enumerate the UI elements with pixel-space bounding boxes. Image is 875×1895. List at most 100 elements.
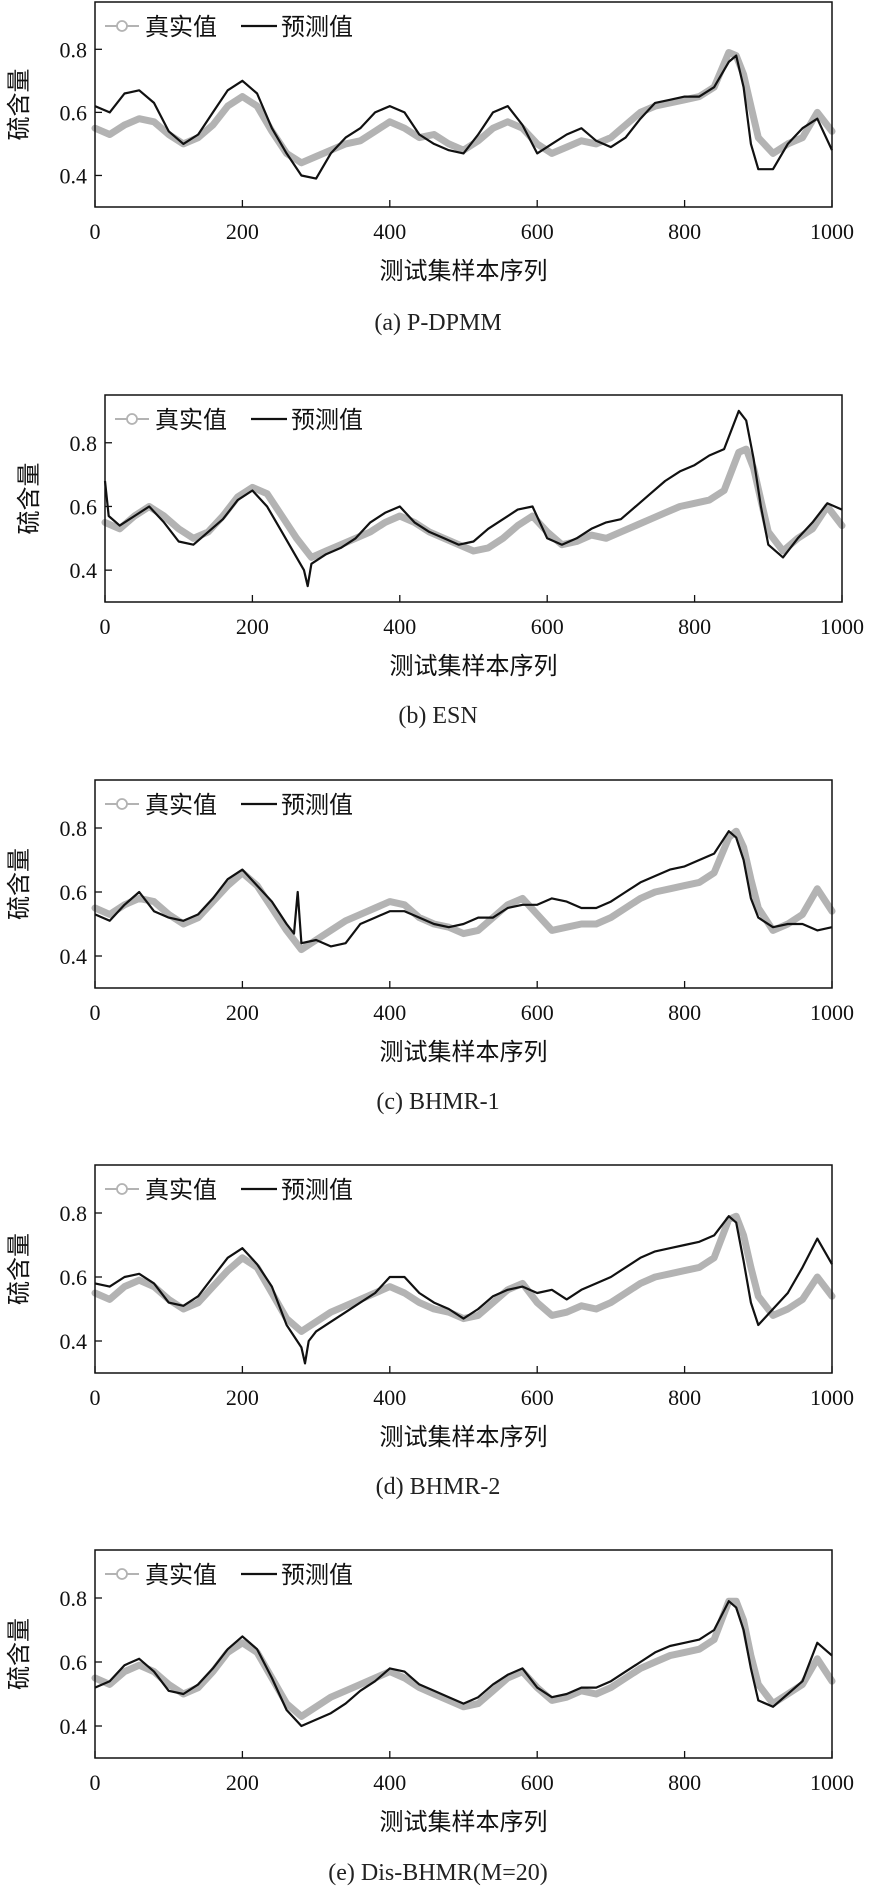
x-tick-label: 600 xyxy=(521,1385,554,1410)
x-tick-label: 1000 xyxy=(810,219,854,244)
x-tick-label: 400 xyxy=(383,614,416,639)
chart-panel-2: 0 200 400 600 800 1000 0.4 0.6 0.8 测试集样本序列 硫含量 真实值 预… xyxy=(15,394,864,729)
legend: 真实值 预测值 xyxy=(115,406,363,434)
x-tick-label: 200 xyxy=(226,219,259,244)
x-tick-label: 400 xyxy=(373,1385,406,1410)
y-tick-label: 0.6 xyxy=(60,880,88,905)
y-tick-label: 0.4 xyxy=(60,1329,88,1354)
y-tick-label: 0.4 xyxy=(70,558,98,583)
legend-true-label: 真实值 xyxy=(155,406,227,434)
legend-true-marker xyxy=(126,413,138,425)
legend: 真实值 预测值 xyxy=(105,1561,353,1589)
panel-caption: (b) ESN xyxy=(398,703,477,729)
legend: 真实值 预测值 xyxy=(105,13,353,41)
x-tick-label: 400 xyxy=(373,219,406,244)
x-tick-label: 200 xyxy=(236,614,269,639)
x-tick-label: 200 xyxy=(226,1385,259,1410)
y-tick-label: 0.6 xyxy=(60,1265,88,1290)
legend-true-label: 真实值 xyxy=(145,1176,217,1204)
y-tick-label: 0.8 xyxy=(60,816,88,841)
x-axis-label: 测试集样本序列 xyxy=(380,1038,548,1066)
legend-pred-label: 预测值 xyxy=(291,406,363,434)
series-line-predicted-values xyxy=(94,1600,833,1728)
x-tick-label: 0 xyxy=(100,614,111,639)
y-tick-label: 0.8 xyxy=(60,1201,88,1226)
y-axis-label: 硫含量 xyxy=(5,1618,33,1690)
y-tick-label: 0.6 xyxy=(70,494,98,519)
legend-true-label: 真实值 xyxy=(145,1561,217,1589)
panel-caption: (e) Dis-BHMR(M=20) xyxy=(328,1860,548,1886)
panel-caption: (a) P-DPMM xyxy=(374,310,501,336)
x-tick-label: 600 xyxy=(531,614,564,639)
x-tick-label: 400 xyxy=(373,1000,406,1025)
x-tick-label: 1000 xyxy=(810,1770,854,1795)
x-tick-label: 1000 xyxy=(820,614,864,639)
chart-panel-4: 0 200 400 600 800 1000 0.4 0.6 0.8 测试集样本序列 硫含量 真实值 预… xyxy=(5,1164,854,1500)
x-tick-label: 0 xyxy=(90,219,101,244)
legend-pred-label: 预测值 xyxy=(281,1176,353,1204)
plot-frame xyxy=(94,779,833,989)
y-tick-label: 0.8 xyxy=(60,37,88,62)
legend-pred-label: 预测值 xyxy=(281,13,353,41)
y-axis-label: 硫含量 xyxy=(5,848,33,920)
y-axis-label: 硫含量 xyxy=(5,69,33,141)
y-tick-label: 0.8 xyxy=(70,431,98,456)
legend-pred-label: 预测值 xyxy=(281,791,353,819)
chart-panel-1: 0 200 400 600 800 1000 0.4 0.6 0.8 测试集样本序列 硫含量 真实值 预… xyxy=(5,1,854,336)
series-line-predicted-values xyxy=(94,830,833,948)
x-tick-label: 1000 xyxy=(810,1000,854,1025)
plot-frame xyxy=(94,1,833,208)
legend: 真实值 预测值 xyxy=(105,1176,353,1204)
legend-true-label: 真实值 xyxy=(145,13,217,41)
plot-frame xyxy=(104,394,843,603)
legend-true-marker xyxy=(116,20,128,32)
panel-caption: (c) BHMR-1 xyxy=(376,1089,499,1115)
plot-frame xyxy=(94,1549,833,1759)
x-tick-label: 1000 xyxy=(810,1385,854,1410)
y-tick-label: 0.4 xyxy=(60,944,88,969)
x-axis-label: 测试集样本序列 xyxy=(380,1423,548,1451)
series-line-predicted-values xyxy=(103,409,843,588)
x-tick-label: 800 xyxy=(668,219,701,244)
legend-true-marker xyxy=(116,1183,128,1195)
legend-true-marker xyxy=(116,1568,128,1580)
series-line-true-values xyxy=(91,1212,836,1335)
y-tick-label: 0.6 xyxy=(60,100,88,125)
x-tick-label: 800 xyxy=(678,614,711,639)
x-tick-label: 0 xyxy=(90,1385,101,1410)
chart-panel-5: 0 200 400 600 800 1000 0.4 0.6 0.8 测试集样本序列 硫含量 真实值 预… xyxy=(5,1549,854,1886)
y-tick-label: 0.8 xyxy=(60,1586,88,1611)
legend-true-marker xyxy=(116,798,128,810)
series-line-true-values xyxy=(91,49,836,167)
x-axis-label: 测试集样本序列 xyxy=(390,652,558,680)
x-axis-label: 测试集样本序列 xyxy=(380,1808,548,1836)
y-tick-label: 0.4 xyxy=(60,1714,88,1739)
legend-true-label: 真实值 xyxy=(145,791,217,819)
x-tick-label: 200 xyxy=(226,1000,259,1025)
x-tick-label: 600 xyxy=(521,1770,554,1795)
x-tick-label: 0 xyxy=(90,1770,101,1795)
y-axis-label: 硫含量 xyxy=(15,463,43,535)
series-line-true-values xyxy=(91,1597,836,1720)
x-tick-label: 400 xyxy=(373,1770,406,1795)
legend-pred-label: 预测值 xyxy=(281,1561,353,1589)
legend: 真实值 预测值 xyxy=(105,791,353,819)
chart-panel-3: 0 200 400 600 800 1000 0.4 0.6 0.8 测试集样本序列 硫含量 真实值 预… xyxy=(5,779,854,1115)
x-tick-label: 600 xyxy=(521,1000,554,1025)
series-line-predicted-values xyxy=(94,1215,833,1365)
y-tick-label: 0.4 xyxy=(60,163,88,188)
x-tick-label: 800 xyxy=(668,1385,701,1410)
series-line-true-values xyxy=(101,445,846,561)
x-tick-label: 800 xyxy=(668,1770,701,1795)
x-tick-label: 0 xyxy=(90,1000,101,1025)
x-axis-label: 测试集样本序列 xyxy=(380,257,548,285)
x-tick-label: 200 xyxy=(226,1770,259,1795)
plot-frame xyxy=(94,1164,833,1374)
panel-caption: (d) BHMR-2 xyxy=(376,1474,501,1500)
series-line-true-values xyxy=(91,827,836,954)
y-tick-label: 0.6 xyxy=(60,1650,88,1675)
x-tick-label: 600 xyxy=(521,219,554,244)
y-axis-label: 硫含量 xyxy=(5,1233,33,1305)
x-tick-label: 800 xyxy=(668,1000,701,1025)
